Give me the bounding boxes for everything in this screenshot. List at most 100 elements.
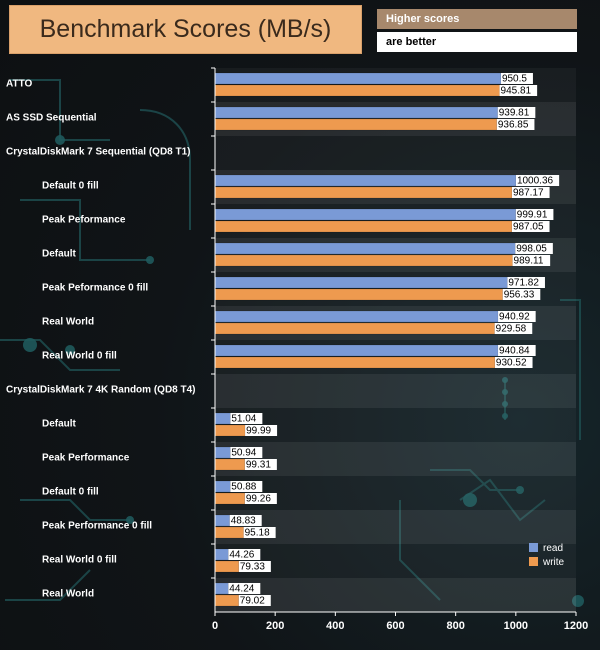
data-label-write: 987.17 bbox=[513, 188, 544, 199]
legend-swatch-read bbox=[529, 543, 538, 552]
data-label-read: 50.88 bbox=[231, 482, 256, 493]
x-axis: 0 200 400 600 800 1000 1200 bbox=[211, 67, 588, 632]
bar-write bbox=[214, 254, 513, 267]
bar-write bbox=[214, 118, 498, 131]
category-label: CrystalDiskMark 7 Sequential (QD8 T1) bbox=[6, 147, 191, 158]
row-band bbox=[215, 578, 576, 612]
data-label-write: 989.11 bbox=[514, 256, 544, 267]
bar-write bbox=[214, 458, 246, 471]
category-label: CrystalDiskMark 7 4K Random (QD8 T4) bbox=[6, 385, 196, 396]
data-label-bg bbox=[498, 311, 536, 322]
data-label-read: 999.91 bbox=[517, 210, 548, 221]
bar-read bbox=[214, 480, 231, 493]
data-label-bg bbox=[515, 243, 553, 254]
data-label-read: 950.5 bbox=[502, 74, 527, 85]
x-tick-label: 200 bbox=[266, 620, 284, 632]
bar-write bbox=[214, 560, 240, 573]
legend-label-write: write bbox=[542, 557, 565, 568]
bar-read bbox=[214, 106, 498, 119]
data-label-bg bbox=[494, 357, 533, 368]
data-label-read: 940.92 bbox=[499, 312, 530, 323]
legend-swatch-write bbox=[529, 557, 538, 566]
x-tick-label: 400 bbox=[326, 620, 344, 632]
category-label: Default bbox=[42, 249, 77, 260]
data-label-bg bbox=[494, 323, 533, 334]
bar-write bbox=[214, 424, 246, 437]
data-label-bg bbox=[496, 119, 535, 130]
bar-read bbox=[214, 548, 229, 561]
bar-read bbox=[214, 446, 231, 459]
data-label-bg bbox=[230, 413, 263, 424]
category-label: Peak Performance bbox=[42, 453, 130, 464]
category-label: Peak Performance 0 fill bbox=[42, 521, 152, 532]
data-label-write: 936.85 bbox=[498, 120, 529, 131]
bar-write bbox=[214, 356, 496, 369]
higher-scores-note: Higher scores bbox=[377, 9, 577, 29]
data-label-bg bbox=[244, 459, 277, 470]
bar-write bbox=[214, 322, 495, 335]
data-label-read: 44.26 bbox=[229, 550, 254, 561]
data-label-bg bbox=[511, 221, 550, 232]
row-band bbox=[215, 544, 576, 578]
data-label-bg bbox=[238, 595, 271, 606]
data-label-bg bbox=[511, 187, 550, 198]
data-label-bg bbox=[238, 561, 271, 572]
category-label: Peak Peformance 0 fill bbox=[42, 283, 148, 294]
x-tick-label: 1200 bbox=[564, 620, 588, 632]
bar-read bbox=[214, 174, 517, 187]
data-label-write: 929.58 bbox=[496, 324, 527, 335]
data-label-read: 1000.36 bbox=[517, 176, 554, 187]
category-label: Real World bbox=[42, 317, 94, 328]
bar-write bbox=[214, 594, 240, 607]
category-label: Default 0 fill bbox=[42, 487, 99, 498]
category-labels: ATTO AS SSD Sequential CrystalDiskMark 7 S… bbox=[6, 79, 196, 600]
x-tick-label: 600 bbox=[386, 620, 404, 632]
data-label-bg bbox=[512, 255, 551, 266]
bar-read bbox=[214, 208, 517, 221]
category-label: Default 0 fill bbox=[42, 181, 99, 192]
bar-write bbox=[214, 186, 513, 199]
x-tick-label: 800 bbox=[446, 620, 464, 632]
bar-read bbox=[214, 412, 231, 425]
row-band bbox=[215, 136, 576, 170]
bar-write bbox=[214, 288, 503, 301]
data-label-bg bbox=[230, 481, 263, 492]
data-label-bg bbox=[497, 107, 536, 118]
data-label-bg bbox=[243, 527, 276, 538]
category-label: Real World 0 fill bbox=[42, 351, 117, 362]
data-label-read: 971.82 bbox=[508, 278, 539, 289]
data-label-write: 99.31 bbox=[246, 460, 271, 471]
legend: read write bbox=[529, 543, 565, 568]
data-label-read: 50.94 bbox=[231, 448, 256, 459]
data-label-write: 956.33 bbox=[504, 290, 535, 301]
category-label: Default bbox=[42, 419, 77, 430]
data-label-bg bbox=[244, 493, 277, 504]
data-label-read: 939.81 bbox=[499, 108, 530, 119]
data-label-bg bbox=[507, 277, 545, 288]
are-better-note: are better bbox=[377, 32, 577, 52]
legend-label-read: read bbox=[543, 543, 563, 554]
data-label-bg bbox=[499, 85, 538, 96]
data-label-write: 99.26 bbox=[246, 494, 271, 505]
data-label-write: 79.02 bbox=[240, 596, 265, 607]
bar-read bbox=[214, 72, 502, 85]
bar-read bbox=[214, 514, 230, 527]
category-label: AS SSD Sequential bbox=[6, 113, 97, 124]
data-label-bg bbox=[515, 175, 560, 186]
x-tick-label: 0 bbox=[212, 620, 218, 632]
bar-write bbox=[214, 492, 246, 505]
bar-read bbox=[214, 276, 508, 289]
category-label: ATTO bbox=[6, 79, 33, 90]
bar-read bbox=[214, 310, 499, 323]
data-label-read: 998.05 bbox=[516, 244, 547, 255]
data-label-write: 987.05 bbox=[513, 222, 544, 233]
category-label: Peak Peformance bbox=[42, 215, 126, 226]
data-label-bg bbox=[502, 289, 541, 300]
data-label-read: 51.04 bbox=[231, 414, 256, 425]
data-label-write: 95.18 bbox=[245, 528, 270, 539]
data-label-bg bbox=[228, 549, 261, 560]
data-label-bg bbox=[500, 73, 533, 84]
bar-write bbox=[214, 220, 513, 233]
